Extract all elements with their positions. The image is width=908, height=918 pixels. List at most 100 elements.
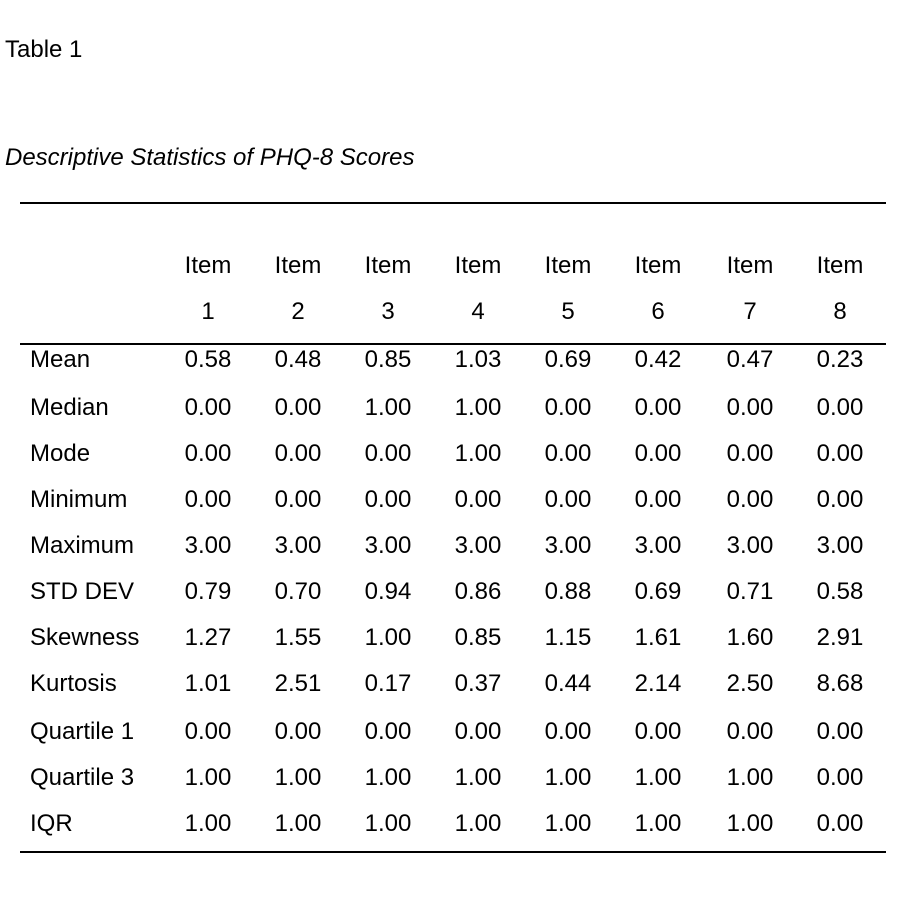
row-label: STD DEV bbox=[30, 578, 135, 605]
row-label: Minimum bbox=[30, 486, 128, 513]
table-cell: 1.00 bbox=[364, 624, 412, 651]
table-cell: 3.00 bbox=[544, 532, 592, 559]
table-cell: 1.15 bbox=[544, 624, 592, 651]
table-cell: 0.94 bbox=[364, 578, 412, 605]
row-label: Quartile 1 bbox=[30, 718, 135, 745]
table-bottom-rule bbox=[20, 851, 886, 853]
table-cell: 1.00 bbox=[454, 810, 502, 837]
table-cell: 0.00 bbox=[816, 764, 864, 791]
table-cell: 0.85 bbox=[454, 624, 502, 651]
table-cell: 0.00 bbox=[184, 394, 232, 421]
table-cell: 0.00 bbox=[364, 440, 412, 467]
column-header-item-5-line1: Item bbox=[544, 252, 592, 279]
table-cell: 0.00 bbox=[454, 718, 502, 745]
table-cell: 8.68 bbox=[816, 670, 864, 697]
table-cell: 0.86 bbox=[454, 578, 502, 605]
table-cell: 1.00 bbox=[364, 394, 412, 421]
table-cell: 0.00 bbox=[184, 486, 232, 513]
column-header-item-8-line2: 8 bbox=[833, 298, 847, 325]
column-header-item-2-line2: 2 bbox=[291, 298, 305, 325]
table-cell: 3.00 bbox=[274, 532, 322, 559]
table-cell: 0.58 bbox=[184, 346, 232, 373]
table-cell: 1.00 bbox=[726, 764, 774, 791]
table-cell: 0.00 bbox=[726, 718, 774, 745]
table-cell: 1.00 bbox=[184, 810, 232, 837]
column-header-item-7-line1: Item bbox=[726, 252, 774, 279]
table-cell: 1.00 bbox=[454, 764, 502, 791]
row-label: Maximum bbox=[30, 532, 135, 559]
table-cell: 0.00 bbox=[544, 718, 592, 745]
table-cell: 1.00 bbox=[454, 440, 502, 467]
table-cell: 0.00 bbox=[634, 718, 682, 745]
table-cell: 0.00 bbox=[634, 394, 682, 421]
table-cell: 0.00 bbox=[274, 440, 322, 467]
table-cell: 1.00 bbox=[184, 764, 232, 791]
column-header-item-5-line2: 5 bbox=[561, 298, 575, 325]
table-cell: 0.69 bbox=[634, 578, 682, 605]
table-cell: 0.00 bbox=[274, 486, 322, 513]
table-cell: 1.00 bbox=[364, 764, 412, 791]
row-label: Median bbox=[30, 394, 109, 421]
table-cell: 0.00 bbox=[634, 486, 682, 513]
column-header-item-6-line2: 6 bbox=[651, 298, 665, 325]
table-cell: 0.00 bbox=[816, 810, 864, 837]
table-cell: 0.47 bbox=[726, 346, 774, 373]
table-cell: 3.00 bbox=[634, 532, 682, 559]
row-label: IQR bbox=[30, 810, 73, 837]
column-header-item-6-line1: Item bbox=[634, 252, 682, 279]
table-cell: 2.51 bbox=[274, 670, 322, 697]
table-cell: 0.00 bbox=[544, 394, 592, 421]
table-cell: 0.00 bbox=[816, 394, 864, 421]
column-header-item-1-line1: Item bbox=[184, 252, 232, 279]
table-cell: 1.00 bbox=[544, 764, 592, 791]
table-cell: 1.00 bbox=[274, 810, 322, 837]
table-cell: 0.00 bbox=[274, 718, 322, 745]
column-header-item-3-line1: Item bbox=[364, 252, 412, 279]
table-top-rule bbox=[20, 202, 886, 204]
table-cell: 3.00 bbox=[454, 532, 502, 559]
table-cell: 0.00 bbox=[634, 440, 682, 467]
table-cell: 0.00 bbox=[544, 440, 592, 467]
table-cell: 1.03 bbox=[454, 346, 502, 373]
table-cell: 0.00 bbox=[726, 394, 774, 421]
table-cell: 0.37 bbox=[454, 670, 502, 697]
table-cell: 1.60 bbox=[726, 624, 774, 651]
table-cell: 0.00 bbox=[726, 440, 774, 467]
table-cell: 0.00 bbox=[816, 718, 864, 745]
row-label: Mode bbox=[30, 440, 91, 467]
table-cell: 1.27 bbox=[184, 624, 232, 651]
table-cell: 0.00 bbox=[816, 486, 864, 513]
row-label: Kurtosis bbox=[30, 670, 117, 697]
column-header-item-3-line2: 3 bbox=[381, 298, 395, 325]
table-cell: 0.00 bbox=[184, 718, 232, 745]
table-cell: 0.00 bbox=[544, 486, 592, 513]
row-label: Quartile 3 bbox=[30, 764, 135, 791]
header-rule bbox=[20, 343, 886, 345]
table-title: Descriptive Statistics of PHQ-8 Scores bbox=[5, 144, 415, 171]
table-cell: 0.00 bbox=[364, 718, 412, 745]
table-cell: 0.17 bbox=[364, 670, 412, 697]
table-cell: 3.00 bbox=[364, 532, 412, 559]
table-cell: 0.42 bbox=[634, 346, 682, 373]
table-cell: 0.00 bbox=[816, 440, 864, 467]
table-cell: 0.44 bbox=[544, 670, 592, 697]
table-cell: 1.00 bbox=[364, 810, 412, 837]
table-cell: 0.69 bbox=[544, 346, 592, 373]
table-cell: 0.88 bbox=[544, 578, 592, 605]
table-cell: 0.58 bbox=[816, 578, 864, 605]
table-cell: 0.23 bbox=[816, 346, 864, 373]
table-cell: 2.91 bbox=[816, 624, 864, 651]
table-cell: 0.70 bbox=[274, 578, 322, 605]
table-cell: 2.50 bbox=[726, 670, 774, 697]
column-header-item-8-line1: Item bbox=[816, 252, 864, 279]
table-cell: 0.00 bbox=[364, 486, 412, 513]
table-cell: 1.00 bbox=[726, 810, 774, 837]
table-label: Table 1 bbox=[5, 36, 83, 63]
table-cell: 2.14 bbox=[634, 670, 682, 697]
table-cell: 1.00 bbox=[454, 394, 502, 421]
table-cell: 1.01 bbox=[184, 670, 232, 697]
table-cell: 0.00 bbox=[274, 394, 322, 421]
table-cell: 1.00 bbox=[634, 764, 682, 791]
table-cell: 1.55 bbox=[274, 624, 322, 651]
column-header-item-2-line1: Item bbox=[274, 252, 322, 279]
